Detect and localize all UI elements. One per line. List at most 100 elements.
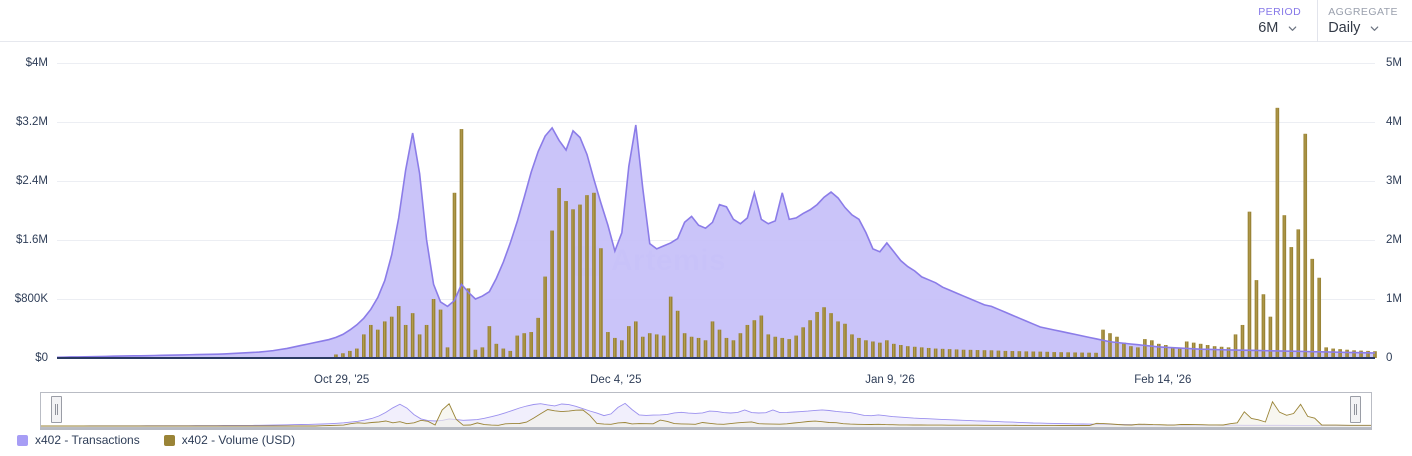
chevron-down-icon[interactable] xyxy=(1369,23,1380,34)
bar-highlight xyxy=(823,307,825,358)
bar-highlight xyxy=(342,353,344,358)
legend-swatch-volume xyxy=(163,434,175,446)
chart-header: PERIOD 6M AGGREGATE Daily xyxy=(0,0,1412,42)
x-axis-line xyxy=(57,357,1375,359)
period-selector[interactable]: PERIOD 6M xyxy=(1248,0,1319,42)
bar-highlight xyxy=(1207,345,1208,358)
gridline xyxy=(57,122,1375,123)
bar-highlight xyxy=(446,347,448,358)
legend-item-volume[interactable]: x402 - Volume (USD) xyxy=(163,433,296,447)
bar-highlight xyxy=(774,336,776,358)
bar-highlight xyxy=(1200,343,1201,358)
bar-highlight xyxy=(962,349,964,358)
bar-highlight xyxy=(537,317,539,358)
bar-highlight xyxy=(1346,349,1348,358)
bar-highlight xyxy=(642,336,643,358)
gridline xyxy=(57,181,1375,182)
chevron-down-icon[interactable] xyxy=(1287,23,1298,34)
bar-highlight xyxy=(467,288,469,358)
bar-highlight xyxy=(907,346,908,358)
bar-highlight xyxy=(816,311,818,358)
bar-highlight xyxy=(732,340,734,358)
header-controls: PERIOD 6M AGGREGATE Daily xyxy=(1248,0,1408,42)
bar-highlight xyxy=(558,188,560,358)
series-layer xyxy=(57,107,1377,358)
bar-highlight xyxy=(1088,352,1090,358)
legend-swatch-transactions xyxy=(17,434,28,446)
aggregate-selector[interactable]: AGGREGATE Daily xyxy=(1318,0,1408,42)
bar-highlight xyxy=(725,337,727,358)
y-tick-right: 5M xyxy=(1386,57,1402,69)
bar-highlight xyxy=(976,350,978,358)
legend-label-volume: x402 - Volume (USD) xyxy=(181,433,296,447)
bar-highlight xyxy=(1116,336,1118,358)
navigator-area xyxy=(41,403,1371,427)
bar-highlight xyxy=(1220,346,1222,358)
navigator-handle-right[interactable] xyxy=(1350,396,1361,423)
bar-highlight xyxy=(1227,347,1229,358)
bar-highlight xyxy=(914,346,915,358)
bar-highlight xyxy=(384,321,385,358)
bar-highlight xyxy=(1193,342,1194,358)
bar-highlight xyxy=(1095,352,1097,358)
legend-item-transactions[interactable]: x402 - Transactions xyxy=(17,433,140,447)
y-tick-right: 1M xyxy=(1386,293,1402,305)
bar-highlight xyxy=(412,313,413,358)
bar-highlight xyxy=(1046,351,1048,358)
navigator-handle-left[interactable] xyxy=(51,396,62,423)
bar-highlight xyxy=(460,129,462,358)
bar-highlight xyxy=(1081,352,1083,358)
aggregate-value-row[interactable]: Daily xyxy=(1328,20,1398,37)
bar-highlight xyxy=(684,333,685,358)
bar-highlight xyxy=(969,349,971,358)
bar-highlight xyxy=(788,339,790,358)
navigator-line xyxy=(41,402,1371,426)
bar-highlight xyxy=(649,333,650,358)
bar-highlight xyxy=(516,335,518,358)
bar-highlight xyxy=(1290,247,1292,358)
x-tick-label: Oct 29, '25 xyxy=(314,374,370,386)
bar-highlight xyxy=(1367,350,1369,358)
bar-highlight xyxy=(1123,342,1125,358)
bar-highlight xyxy=(439,309,441,358)
x-tick-label: Dec 4, '25 xyxy=(590,374,642,386)
bar-highlight xyxy=(753,320,755,358)
bar-highlight xyxy=(481,347,483,358)
bar-highlight xyxy=(1255,280,1257,358)
bar-highlight xyxy=(495,343,497,358)
bar-highlight xyxy=(760,315,762,358)
plot-area[interactable]: $0 $800K $1.6M $2.4M $3.2M $4M 0 1M 2M 3M 4M 5M xyxy=(15,57,1402,364)
bar-highlight xyxy=(1151,340,1153,358)
bar-highlight xyxy=(921,347,922,358)
bar-highlight xyxy=(419,334,420,358)
bar-highlight xyxy=(1276,107,1278,358)
bar-highlight xyxy=(1374,351,1376,358)
bar-highlight xyxy=(1102,329,1104,358)
bar-highlight xyxy=(432,299,434,358)
bar-highlight xyxy=(370,324,371,358)
bar-highlight xyxy=(830,313,832,358)
bar-highlight xyxy=(781,337,783,358)
bar-highlight xyxy=(509,350,511,358)
bar-highlight xyxy=(1179,348,1180,358)
aggregate-value: Daily xyxy=(1328,19,1361,36)
bar-highlight xyxy=(349,350,351,358)
bar-highlight xyxy=(1011,351,1013,358)
area-fill xyxy=(57,124,1375,358)
bar-highlight xyxy=(1137,347,1139,358)
legend-label-transactions: x402 - Transactions xyxy=(35,433,140,447)
bar-highlight xyxy=(718,329,720,358)
navigator-baseline xyxy=(40,428,1372,430)
bar-highlight xyxy=(565,201,567,358)
bar-highlight xyxy=(935,348,936,358)
bar-highlight xyxy=(398,306,399,358)
bar-highlight xyxy=(858,337,860,358)
navigator-area xyxy=(41,401,1371,427)
bar-highlight xyxy=(1269,316,1271,358)
bar-highlight xyxy=(677,310,678,358)
bar-highlight xyxy=(572,209,574,358)
bar-highlight xyxy=(1130,346,1132,358)
range-navigator[interactable] xyxy=(40,392,1372,430)
period-value-row[interactable]: 6M xyxy=(1258,20,1307,37)
bar-highlight xyxy=(453,192,455,358)
